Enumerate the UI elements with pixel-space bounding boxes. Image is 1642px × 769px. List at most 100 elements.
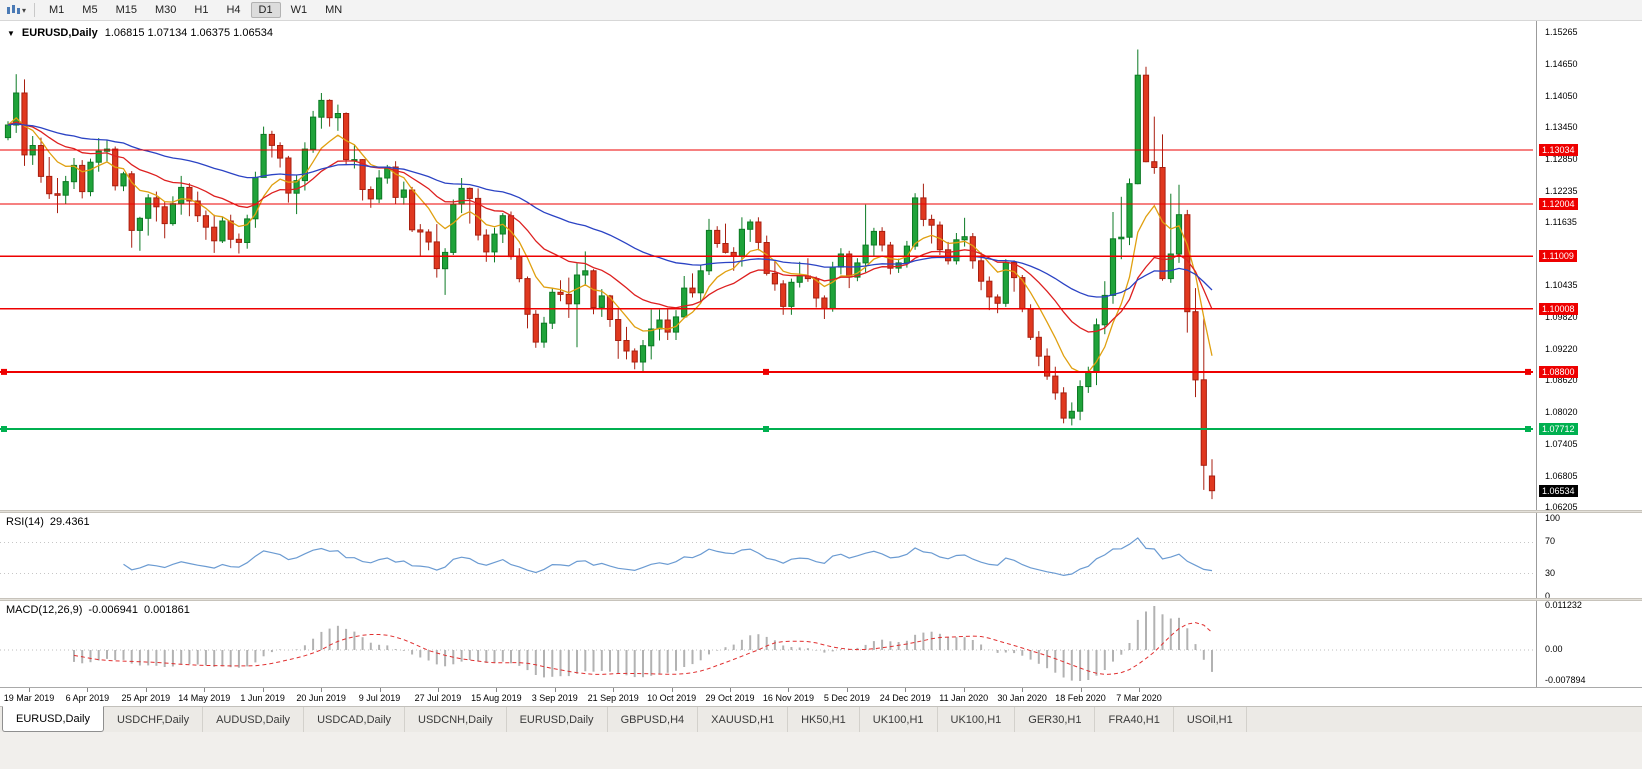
date-axis-tick	[846, 688, 848, 692]
price-axis-tick: 0	[1545, 591, 1551, 601]
timeframe-button-m1[interactable]: M1	[49, 4, 65, 16]
date-axis-label: 29 Oct 2019	[705, 693, 755, 703]
macd-signal-value: 0.001861	[143, 604, 190, 616]
price-axis-tick: 1.12850	[1545, 153, 1578, 164]
date-axis-label: 3 Sep 2019	[531, 693, 578, 703]
macd-axis: 0.011232 0.00 -0.007894	[1536, 600, 1642, 687]
price-axis-tick: 70	[1545, 536, 1556, 547]
date-axis-tick	[87, 688, 89, 692]
rsi-axis: 100 70 30 0	[1536, 513, 1642, 601]
price-line-tag: 1.12004	[1539, 197, 1578, 210]
date-axis-tick	[145, 688, 147, 692]
timeframe-button-m15[interactable]: M15	[115, 4, 137, 16]
date-axis-label: 11 Jan 2020	[939, 693, 989, 703]
date-axis-tick	[613, 688, 615, 692]
chart-tab-fra40-h1[interactable]: FRA40,H1	[1095, 707, 1174, 732]
price-line-tag: 1.07712	[1539, 422, 1578, 435]
date-axis-label: 24 Dec 2019	[879, 693, 931, 703]
chart-tab-usoil-h1[interactable]: USOil,H1	[1174, 707, 1247, 732]
timeframe-button-h1[interactable]: H1	[194, 4, 209, 16]
chart-ohlc-values: 1.06815 1.07134 1.06375 1.06534	[104, 27, 273, 39]
price-axis-tick: 1.06205	[1545, 502, 1578, 512]
date-axis-label: 14 May 2019	[178, 693, 231, 703]
date-axis-label: 9 Jul 2019	[358, 693, 401, 703]
date-axis-tick	[204, 688, 206, 692]
price-axis-tick: 1.15265	[1545, 27, 1578, 37]
price-axis-tick: 1.13450	[1545, 122, 1578, 133]
chart-tab-audusd-daily[interactable]: AUDUSD,Daily	[203, 707, 305, 732]
price-axis[interactable]: 1.15265 1.14650 1.14050 1.13450 1.12850 1.122…	[1536, 21, 1642, 512]
date-axis-tick	[1138, 688, 1140, 692]
date-axis-label: 7 Mar 2020	[1116, 693, 1162, 703]
date-axis-label: 30 Jan 2020	[997, 693, 1047, 703]
date-axis-label: 5 Dec 2019	[823, 693, 870, 703]
date-axis-label: 21 Sep 2019	[587, 693, 639, 703]
rsi-name: RSI(14)	[6, 516, 44, 528]
date-axis-label: 15 Aug 2019	[471, 693, 522, 703]
chart-tab-uk100-h1[interactable]: UK100,H1	[938, 707, 1016, 732]
date-axis-label: 20 Jun 2019	[296, 693, 346, 703]
main-chart-panel[interactable]: 1.15265 1.14650 1.14050 1.13450 1.12850 1.122…	[0, 21, 1642, 512]
date-axis-label: 27 Jul 2019	[414, 693, 462, 703]
macd-canvas[interactable]	[0, 601, 1536, 687]
price-axis-tick: 1.09220	[1545, 343, 1578, 354]
date-axis-label: 25 Apr 2019	[121, 693, 171, 703]
chart-collapse-icon[interactable]: ▼	[7, 28, 15, 38]
candlestick-canvas[interactable]	[0, 21, 1536, 510]
timeframe-button-h4[interactable]: H4	[226, 4, 241, 16]
date-axis-tick	[963, 688, 965, 692]
timeframe-button-d1[interactable]: D1	[250, 2, 281, 18]
rsi-indicator-panel[interactable]: 100 70 30 0 RSI(14) 29.4361	[0, 513, 1642, 601]
chart-tab-bar: EURUSD,Daily USDCHF,Daily AUDUSD,Daily USDC…	[0, 706, 1642, 732]
timeframe-button-w1[interactable]: W1	[290, 4, 308, 16]
price-axis-tick: 0.00	[1545, 644, 1563, 655]
chart-tab-uk100-h1[interactable]: UK100,H1	[860, 707, 938, 732]
date-axis-tick	[1022, 688, 1024, 692]
date-axis[interactable]: 19 Mar 2019 6 Apr 2019 25 Apr 2019 14 May 2…	[0, 687, 1642, 706]
chart-tab-hk50-h1[interactable]: HK50,H1	[788, 707, 860, 732]
date-axis-tick	[496, 688, 498, 692]
macd-main-value: -0.006941	[88, 604, 138, 616]
date-axis-tick	[379, 688, 381, 692]
price-axis-tick: 1.09820	[1545, 312, 1578, 323]
chart-tab-usdcad-daily[interactable]: USDCAD,Daily	[304, 707, 406, 732]
price-line-tag: 1.06534	[1539, 484, 1578, 497]
timeframe-button-m30[interactable]: M30	[154, 4, 177, 16]
macd-label: MACD(12,26,9) -0.006941 0.001861	[6, 604, 190, 616]
chart-tab-eurusd-daily[interactable]: EURUSD,Daily	[507, 707, 608, 732]
chart-tab-gbpusd-h4[interactable]: GBPUSD,H4	[608, 707, 699, 732]
date-axis-tick	[554, 688, 556, 692]
price-axis-tick: 1.08620	[1545, 375, 1578, 386]
price-line-tag: 1.13034	[1539, 143, 1578, 156]
chart-tab-usdchf-daily[interactable]: USDCHF,Daily	[104, 707, 204, 732]
chart-tab-eurusd-daily[interactable]: EURUSD,Daily	[2, 706, 104, 732]
chart-tab-xauusd-h1[interactable]: XAUUSD,H1	[698, 707, 789, 732]
price-axis-tick: 1.07405	[1545, 439, 1578, 450]
price-axis-tick: 1.06805	[1545, 470, 1578, 481]
price-axis-tick: 100	[1545, 513, 1561, 523]
timeframe-button-mn[interactable]: MN	[325, 4, 343, 16]
price-axis-tick: 1.14650	[1545, 59, 1578, 70]
chart-type-button[interactable]: ▾	[4, 2, 28, 18]
price-line-tag: 1.08800	[1539, 365, 1578, 378]
date-axis-tick	[788, 688, 790, 692]
price-line-tag: 1.11009	[1539, 250, 1577, 263]
date-axis-tick	[321, 688, 323, 692]
date-axis-tick	[1080, 688, 1082, 692]
date-axis-label: 10 Oct 2019	[647, 693, 697, 703]
date-axis-label: 1 Jun 2019	[240, 693, 285, 703]
panel-splitter[interactable]	[0, 510, 1642, 513]
panel-splitter[interactable]	[0, 598, 1642, 601]
macd-indicator-panel[interactable]: 0.011232 0.00 -0.007894 MACD(12,26,9) -0.0…	[0, 600, 1642, 687]
toolbar-separator	[34, 3, 36, 17]
date-axis-tick	[671, 688, 673, 692]
chart-tab-ger30-h1[interactable]: GER30,H1	[1015, 707, 1096, 732]
price-axis-tick: 1.11635	[1545, 217, 1577, 228]
date-axis-label: 6 Apr 2019	[65, 693, 110, 703]
price-axis-tick: -0.007894	[1545, 675, 1586, 685]
dropdown-caret-icon: ▾	[22, 5, 27, 15]
chart-tab-usdcnh-daily[interactable]: USDCNH,Daily	[405, 707, 507, 732]
rsi-canvas[interactable]	[0, 513, 1536, 598]
timeframe-button-m5[interactable]: M5	[82, 4, 98, 16]
